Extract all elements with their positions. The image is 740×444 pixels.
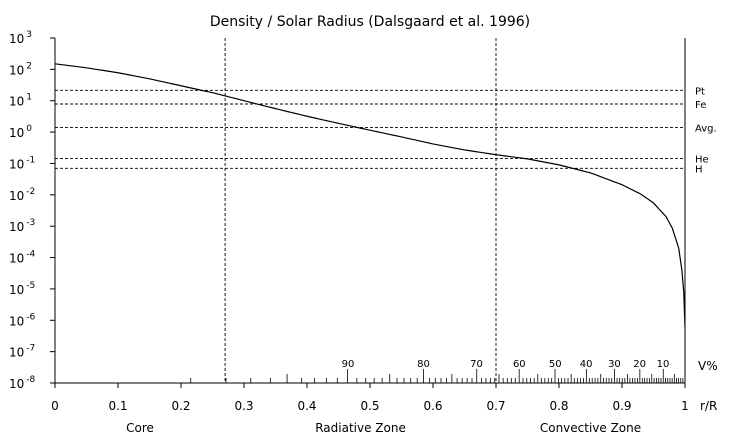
zone-labels: Core Radiative Zone Convective Zone (126, 421, 641, 435)
volume-tick-label: 60 (513, 359, 526, 370)
zone-label: Convective Zone (540, 421, 641, 435)
zone-boundary-lines (224, 38, 497, 383)
reference-line-label: Pt (695, 86, 705, 97)
x-axis: 0 0.1 0.2 0.3 0.4 0.5 0.6 0.7 0.8 0.9 1 (51, 383, 689, 413)
plot-frame (54, 38, 686, 384)
y-tick-label: 10 2 (9, 61, 32, 77)
reference-line-label: Avg. (695, 123, 717, 134)
reference-line-label: Fe (695, 100, 706, 111)
x-tick-label: 0.3 (234, 399, 253, 413)
y-tick-label: 10 -1 (9, 155, 35, 171)
x-tick-label: 0.9 (612, 399, 631, 413)
chart-title: Density / Solar Radius (Dalsgaard et al.… (210, 14, 530, 30)
reference-line-label: H (695, 164, 703, 175)
y-tick-label: 10 0 (9, 124, 32, 140)
volume-tick-label: 30 (608, 359, 621, 370)
x-tick-label: 0.4 (297, 399, 316, 413)
y-tick-label: 10 1 (9, 93, 32, 109)
x-axis-label: r/R (700, 399, 717, 413)
volume-tick-label: 90 (342, 359, 355, 370)
volume-tick-label: 20 (633, 359, 646, 370)
zone-label: Core (126, 421, 154, 435)
y-tick-label: 10 -8 (9, 375, 36, 391)
x-tick-label: 0.5 (360, 399, 379, 413)
volume-tick-label: 80 (417, 359, 430, 370)
volume-tick-label: 50 (549, 359, 562, 370)
zone-label: Radiative Zone (315, 421, 406, 435)
x-tick-label: 0 (51, 399, 59, 413)
y-tick-label: 10 -7 (9, 344, 35, 360)
density-curve-layer (54, 63, 686, 328)
y-tick-label: 10 -5 (9, 281, 35, 297)
x-tick-label: 1 (681, 399, 689, 413)
y-tick-label: 10 -4 (9, 250, 36, 266)
volume-axis: 90 80 70 60 50 40 30 20 10 (190, 359, 684, 383)
x-tick-label: 0.8 (549, 399, 568, 413)
y-tick-label: 10 3 (9, 30, 32, 46)
x-tick-label: 0.2 (171, 399, 190, 413)
y-tick-label: 10 -6 (9, 312, 36, 328)
volume-tick-label: 70 (470, 359, 483, 370)
volume-tick-label: 40 (580, 359, 593, 370)
volume-tick-label: 10 (657, 359, 670, 370)
x-tick-label: 0.7 (486, 399, 505, 413)
density-curve (54, 63, 686, 328)
x-tick-label: 0.6 (423, 399, 442, 413)
reference-lines: Pt Fe Avg. HeH (55, 86, 717, 175)
volume-axis-label: V% (698, 359, 718, 373)
y-tick-label: 10 -2 (9, 187, 35, 203)
y-tick-label: 10 -3 (9, 218, 35, 234)
x-tick-label: 0.1 (108, 399, 127, 413)
reference-line-label: He (695, 154, 709, 165)
